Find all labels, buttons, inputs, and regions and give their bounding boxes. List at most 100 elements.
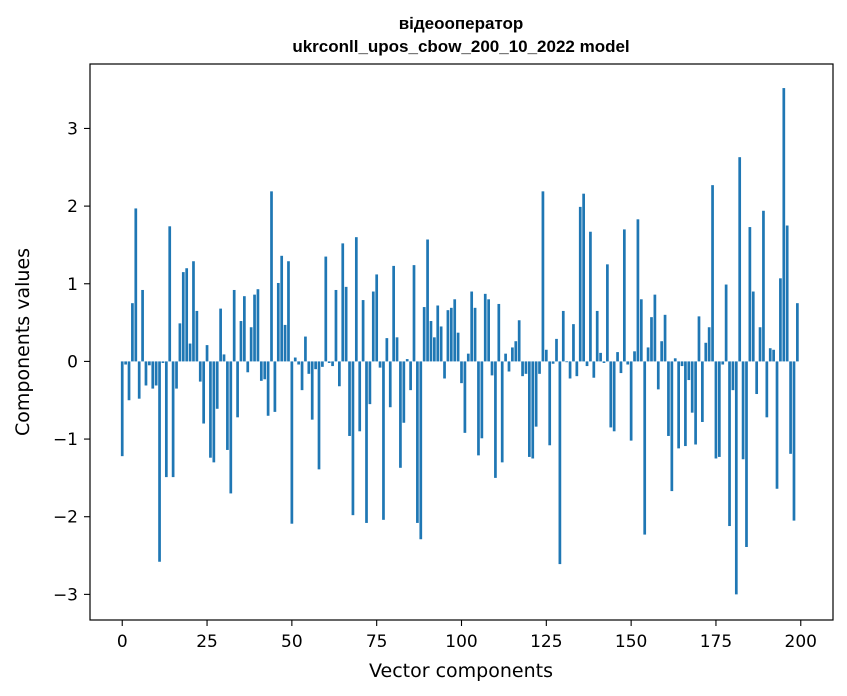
bar	[673, 358, 677, 362]
bar	[711, 185, 714, 362]
bar	[714, 361, 718, 459]
bar	[378, 361, 382, 368]
bar	[558, 361, 562, 565]
bars-group	[120, 88, 799, 595]
bar	[514, 341, 518, 362]
bar	[636, 219, 640, 362]
bar	[765, 361, 769, 418]
bar	[609, 361, 613, 428]
x-tick-label: 75	[366, 632, 388, 652]
x-axis-label: Vector components	[369, 660, 553, 682]
bar	[226, 361, 229, 450]
bar	[270, 191, 273, 362]
bar	[368, 361, 372, 405]
bar	[358, 361, 362, 432]
bar	[422, 307, 426, 362]
bar	[127, 361, 131, 401]
bar	[582, 193, 585, 362]
bar	[578, 206, 582, 362]
bar	[585, 361, 589, 367]
bar	[524, 361, 528, 374]
bar	[504, 353, 507, 362]
bar	[653, 294, 657, 362]
bar	[402, 361, 406, 423]
bar	[439, 326, 443, 362]
bar	[399, 361, 402, 468]
bar	[704, 342, 708, 362]
bar	[643, 361, 647, 535]
x-tick-label: 175	[700, 632, 732, 652]
bar	[667, 361, 670, 436]
bar	[222, 354, 226, 362]
bar	[344, 286, 348, 362]
bar	[541, 191, 545, 362]
bar	[650, 317, 653, 362]
bar	[782, 88, 786, 362]
bar	[741, 361, 745, 460]
bar	[276, 282, 280, 362]
bar	[751, 291, 755, 362]
bar	[317, 361, 321, 470]
x-tick-label: 100	[445, 632, 477, 652]
bar	[565, 361, 569, 363]
bar	[511, 347, 514, 362]
bar	[745, 361, 748, 547]
bar	[748, 227, 752, 362]
bar	[456, 332, 460, 362]
bar	[779, 278, 782, 362]
bar	[612, 361, 616, 432]
bar	[494, 361, 497, 478]
bar	[622, 229, 626, 362]
chart-title-line2: ukrconll_upos_cbow_200_10_2022 model	[292, 37, 629, 56]
bar	[724, 284, 728, 362]
bar	[717, 361, 721, 457]
bar	[663, 314, 667, 362]
bar	[371, 291, 375, 362]
bar	[772, 349, 775, 362]
x-tick-label: 125	[530, 632, 562, 652]
bar	[232, 289, 236, 362]
bar	[646, 347, 650, 362]
bar	[266, 361, 270, 416]
bar	[629, 361, 633, 441]
bar	[531, 361, 535, 459]
bar	[707, 327, 711, 362]
bar	[141, 289, 144, 362]
bar	[701, 361, 704, 422]
bar	[568, 361, 572, 379]
bar	[589, 231, 592, 362]
bar	[446, 310, 450, 362]
bar	[321, 361, 324, 367]
bar	[534, 361, 538, 427]
bar	[263, 361, 267, 380]
bar	[738, 157, 742, 362]
bar	[137, 361, 141, 399]
chart-title-line1: відеооператор	[399, 14, 524, 33]
bar	[307, 361, 311, 374]
bar	[253, 294, 256, 362]
bar	[341, 243, 345, 362]
x-tick-label: 50	[281, 632, 303, 652]
bar	[195, 310, 199, 362]
bar	[789, 361, 792, 454]
bar	[202, 361, 206, 424]
bar	[158, 361, 161, 562]
bar	[436, 305, 440, 362]
bar	[680, 361, 684, 367]
bar	[205, 345, 209, 362]
bar	[477, 361, 480, 456]
bar	[521, 361, 524, 377]
bar	[280, 255, 284, 362]
bar	[602, 361, 606, 363]
bar	[470, 291, 474, 362]
bar	[697, 316, 701, 362]
bar	[416, 361, 419, 523]
y-tick-label: −2	[53, 508, 78, 528]
bar	[656, 361, 660, 390]
bar	[409, 361, 412, 391]
bar	[148, 361, 151, 366]
bar	[792, 361, 796, 521]
bar	[538, 361, 541, 374]
bar	[572, 324, 575, 362]
